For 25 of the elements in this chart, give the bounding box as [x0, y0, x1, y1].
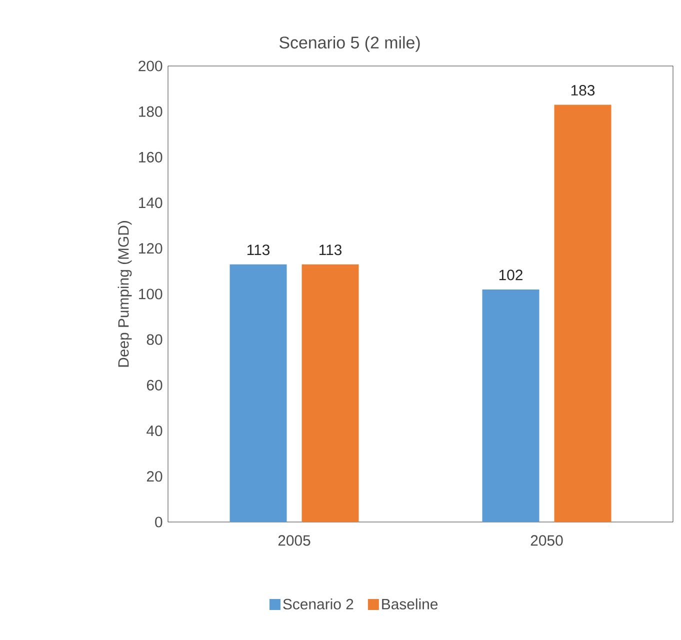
bar	[302, 264, 359, 522]
legend-label: Baseline	[382, 598, 438, 610]
chart-title: Scenario 5 (2 mile)	[280, 36, 420, 52]
y-tick-label: 180	[139, 106, 162, 117]
y-tick-label: 200	[138, 60, 162, 72]
y-tick-label: 40	[146, 426, 162, 436]
y-tick-label: 100	[139, 288, 162, 300]
y-tick-label: 140	[139, 198, 162, 208]
bar	[554, 104, 612, 522]
y-tick-label: 160	[139, 152, 162, 162]
bar	[230, 264, 287, 522]
y-tick-label: 60	[146, 380, 162, 390]
legend-label: Scenario 2	[283, 598, 354, 610]
data-label: 183	[571, 84, 595, 96]
y-tick-label: 20	[146, 471, 162, 482]
x-tick-label: 2050	[530, 535, 563, 546]
bar	[482, 289, 540, 522]
y-axis-title: Deep Pumping (MGD)	[118, 221, 132, 367]
y-tick-label: 0	[155, 516, 162, 528]
data-label: 113	[247, 244, 270, 256]
y-tick-label: 80	[146, 334, 162, 345]
data-label: 102	[499, 270, 522, 280]
y-tick-label: 120	[139, 243, 162, 254]
data-label: 113	[319, 244, 342, 256]
x-tick-label: 2005	[278, 535, 310, 546]
